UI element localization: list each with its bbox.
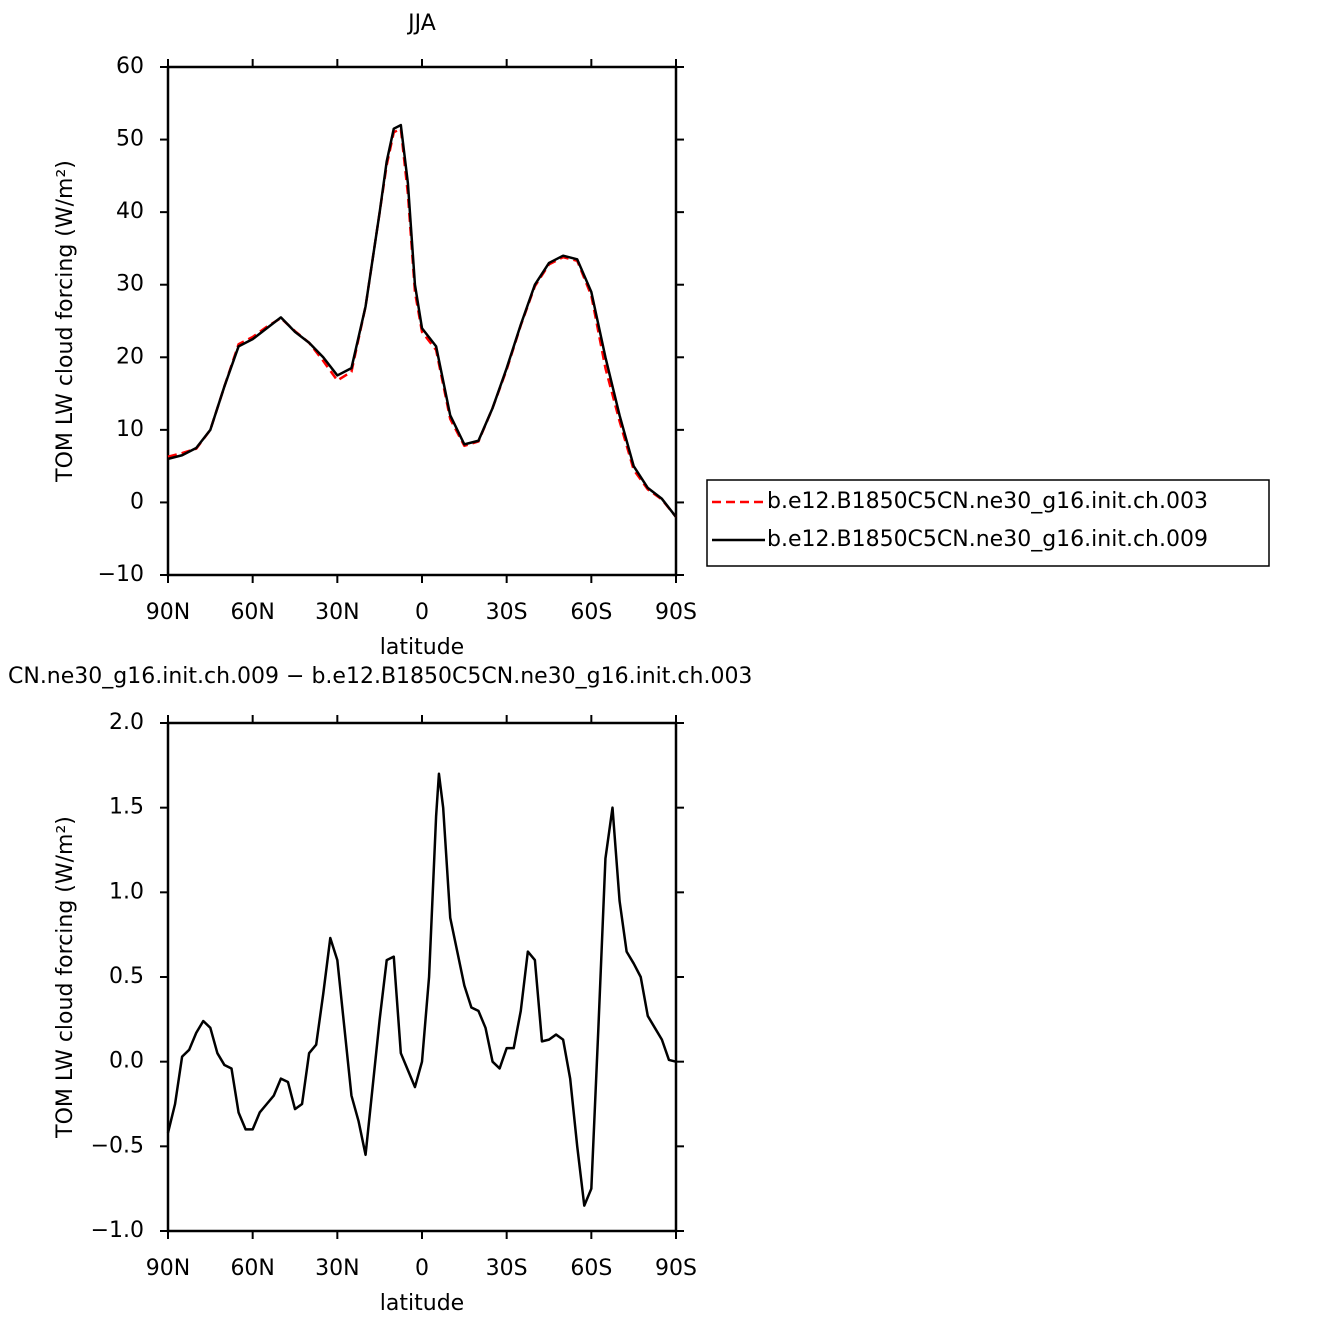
- y-tick-label: 0.0: [109, 1049, 144, 1074]
- x-tick-label: 30N: [315, 600, 359, 625]
- y-tick-label: 60: [116, 54, 144, 79]
- x-tick-label: 60N: [230, 1256, 274, 1281]
- x-axis-label: latitude: [380, 1291, 464, 1316]
- y-tick-label: 0.5: [109, 964, 144, 989]
- x-tick-label: 30S: [486, 1256, 528, 1281]
- x-tick-label: 90S: [655, 1256, 697, 1281]
- y-tick-label: 20: [116, 344, 144, 369]
- y-tick-label: −10: [98, 562, 144, 587]
- plot-frame: [166, 721, 678, 1233]
- y-axis-label: TOM LW cloud forcing (W/m²): [53, 160, 78, 483]
- legend-label: b.e12.B1850C5CN.ne30_g16.init.ch.009: [767, 527, 1208, 552]
- x-tick-label: 60S: [570, 600, 612, 625]
- x-tick-label: 30S: [486, 600, 528, 625]
- x-tick-label: 90N: [146, 600, 190, 625]
- y-tick-label: 40: [116, 199, 144, 224]
- data-line: [166, 772, 677, 1207]
- x-tick-label: 0: [415, 600, 429, 625]
- y-tick-label: 10: [116, 417, 144, 442]
- y-tick-label: −1.0: [91, 1218, 144, 1243]
- x-axis-label: latitude: [380, 635, 464, 660]
- plot-frame: [166, 65, 678, 577]
- x-tick-label: 90N: [146, 1256, 190, 1281]
- x-tick-label: 60N: [230, 600, 274, 625]
- x-tick-label: 60S: [570, 1256, 612, 1281]
- chart-title: CN.ne30_g16.init.ch.009 − b.e12.B1850C5C…: [8, 664, 752, 689]
- y-tick-label: 30: [116, 272, 144, 297]
- y-tick-label: 1.5: [109, 795, 144, 820]
- y-axis-label: TOM LW cloud forcing (W/m²): [53, 816, 78, 1139]
- data-line: [167, 123, 677, 518]
- y-tick-label: 0: [130, 489, 144, 514]
- y-tick-label: −0.5: [91, 1133, 144, 1158]
- y-tick-label: 50: [116, 127, 144, 152]
- chart-title: JJA: [406, 11, 436, 36]
- legend-box: [706, 479, 1270, 567]
- legend-label: b.e12.B1850C5CN.ne30_g16.init.ch.003: [767, 489, 1208, 514]
- y-tick-label: 1.0: [109, 879, 144, 904]
- x-tick-label: 90S: [655, 600, 697, 625]
- x-tick-label: 0: [415, 1256, 429, 1281]
- x-tick-label: 30N: [315, 1256, 359, 1281]
- y-tick-label: 2.0: [109, 710, 144, 735]
